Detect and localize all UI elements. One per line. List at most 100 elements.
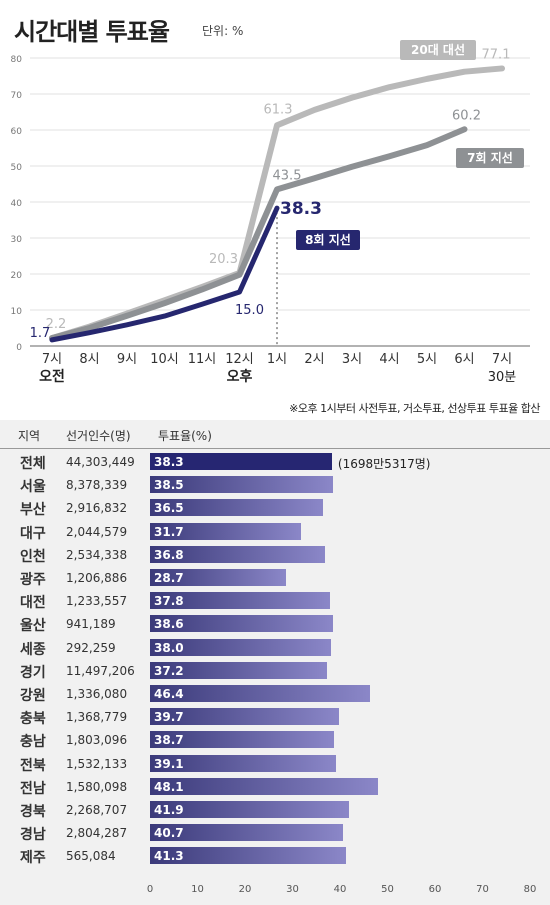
table-row: 강원 1,336,080 46.4 [0, 682, 550, 705]
x-tick-label: 2시 [304, 352, 324, 367]
turnout-value: 36.5 [154, 501, 184, 516]
table-row: 경기 11,497,206 37.2 [0, 659, 550, 682]
turnout-bar [150, 476, 333, 494]
point-label: 20.3 [209, 252, 238, 267]
turnout-bar [150, 708, 339, 726]
header-voters: 선거인수(명) [66, 429, 131, 443]
row-voters: 1,532,133 [66, 756, 128, 771]
legend-tag-3 [296, 230, 360, 250]
table-row: 전남 1,580,098 48.1 [0, 775, 550, 798]
row-region: 대구 [20, 525, 46, 542]
turnout-bar [150, 731, 334, 749]
table-header: 지역 선거인수(명) 투표율(%) [0, 420, 550, 449]
row-voters: 1,368,779 [66, 710, 128, 725]
row-region: 전북 [20, 757, 46, 774]
point-label: 2.2 [46, 317, 67, 332]
table-row: 전체 44,303,449 38.3 (1698만5317명) [0, 450, 550, 473]
row-region: 대전 [20, 595, 46, 612]
row-voters: 1,206,886 [66, 571, 128, 585]
turnout-value: 41.9 [154, 803, 184, 817]
point-label: 43.5 [273, 168, 302, 183]
turnout-bar [150, 592, 330, 610]
x-tick-label: 1시 [267, 352, 287, 367]
turnout-bar [150, 847, 347, 865]
row-voters: 1,233,557 [66, 594, 128, 609]
line-chart: 0 10 20 30 40 50 60 70 80 2.2 20.3 61.3 77.1 43.5 60.… [11, 40, 530, 385]
table-row: 인천 2,534,338 36.8 [0, 543, 550, 566]
turnout-bar [150, 661, 327, 679]
row-region: 경기 [20, 664, 46, 681]
table-row: 경남 2,804,287 40.7 [0, 821, 550, 844]
bar-x-tick: 10 [191, 884, 204, 895]
row-region: 전남 [20, 780, 46, 797]
area-8th-local-election [52, 208, 277, 346]
legend-tag-label: 20대 대선 [411, 42, 465, 57]
y-tick-label: 10 [11, 307, 23, 317]
series-line-2 [49, 126, 468, 342]
table-row: 울산 941,189 38.6 [0, 612, 550, 635]
x-tick-label: 6시 [454, 352, 474, 367]
turnout-bar [150, 685, 371, 702]
bar-x-tick: 60 [428, 884, 442, 895]
bar-x-tick: 0 [146, 884, 154, 895]
point-label: 38.3 [280, 199, 322, 219]
turnout-value: 39.7 [154, 710, 184, 725]
series-line-3 [49, 205, 280, 343]
turnout-value: 41.3 [154, 849, 184, 864]
turnout-value: 37.2 [154, 663, 184, 678]
turnout-bar [150, 638, 331, 656]
y-tick-label: 20 [11, 271, 23, 281]
bar-x-tick: 20 [238, 884, 252, 895]
row-region: 경북 [20, 804, 46, 820]
row-region: 제주 [20, 850, 46, 867]
x-tick-label: 10시 [150, 352, 179, 367]
row-region: 인천 [20, 548, 46, 565]
row-region: 세종 [20, 641, 46, 658]
legend-tag-1 [400, 40, 476, 60]
bar-x-tick: 30 [286, 884, 299, 895]
turnout-bar [150, 569, 287, 586]
y-tick-label: 40 [11, 199, 23, 209]
x-tick-label: 7시 [492, 352, 512, 367]
turnout-value: 37.8 [154, 594, 184, 609]
x-tick-label: 11시 [188, 352, 217, 367]
legend-tag-2 [456, 148, 524, 168]
y-tick-label: 30 [11, 235, 23, 245]
x-tick-label: 4시 [379, 352, 399, 367]
turnout-bar [150, 545, 325, 563]
bar-x-tick: 40 [333, 884, 347, 895]
table-row: 서울 8,378,339 38.5 [0, 473, 550, 496]
x-tick-label: 5시 [417, 352, 437, 367]
row-voters: 1,803,096 [66, 733, 128, 748]
row-voters: 2,916,832 [66, 501, 128, 516]
chart-title: 시간대별 투표율 [14, 18, 170, 46]
table-row: 대전 1,233,557 37.8 [0, 589, 550, 612]
turnout-value: 46.4 [154, 687, 184, 701]
bar-x-tick: 80 [523, 884, 537, 895]
row-region: 부산 [20, 502, 46, 519]
turnout-value: 40.7 [154, 826, 184, 841]
bar-x-tick: 50 [381, 884, 394, 895]
y-tick-label: 70 [11, 91, 23, 101]
turnout-value: 38.7 [154, 733, 184, 748]
row-voters: 2,044,579 [66, 524, 128, 539]
x-sublabel: 오전 [39, 368, 65, 385]
table-row: 세종 292,259 38.0 [0, 636, 550, 659]
turnout-bar [150, 801, 350, 818]
turnout-value: 38.6 [154, 617, 184, 632]
turnout-value: 28.7 [154, 571, 184, 585]
table-row: 충북 1,368,779 39.7 [0, 705, 550, 728]
turnout-bar [150, 522, 301, 540]
legend-tag-label: 7회 지선 [467, 150, 513, 165]
point-label: 61.3 [264, 102, 293, 117]
header-turnout: 투표율(%) [158, 429, 212, 443]
turnout-value: 48.1 [154, 779, 184, 794]
row-voters: 8,378,339 [66, 478, 128, 493]
header-region: 지역 [18, 429, 41, 443]
turnout-bar [150, 499, 324, 517]
row-voters: 1,580,098 [66, 779, 128, 794]
row-voters: 292,259 [66, 640, 116, 655]
turnout-value: 39.1 [154, 756, 184, 771]
turnout-value: 36.8 [154, 547, 184, 562]
x-tick-label: 12시 [225, 352, 254, 367]
